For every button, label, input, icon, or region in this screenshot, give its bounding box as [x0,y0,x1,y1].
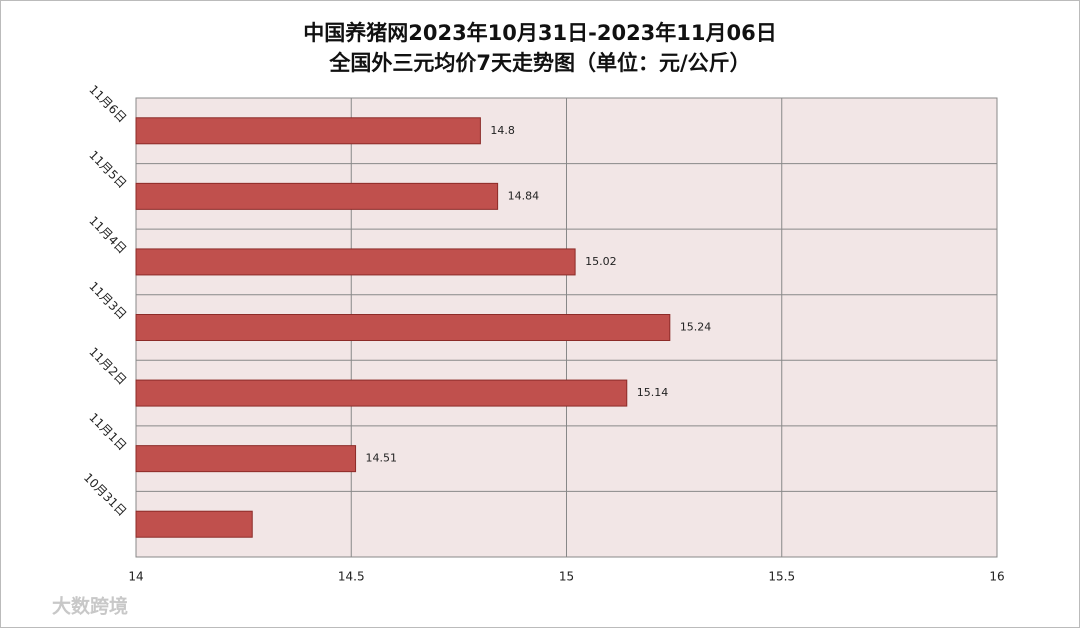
bar [135,379,628,407]
bar [135,510,253,538]
bar [135,445,357,473]
value-label: 15.02 [585,255,617,268]
x-tick-label: 14.5 [338,570,365,584]
x-tick-label: 14 [128,570,143,584]
value-label: 15.14 [637,386,669,399]
x-tick-label: 15.5 [768,570,795,584]
watermark: 大数跨境 [52,595,128,618]
chart-title: 中国养猪网2023年10月31日-2023年11月06日 [303,21,777,45]
bar [135,117,481,145]
bar [135,182,499,210]
x-tick-label: 15 [559,570,574,584]
value-label: 14.8 [490,124,515,137]
value-label: 14.51 [366,452,398,465]
chart-subtitle: 全国外三元均价7天走势图（单位：元/公斤） [328,51,750,75]
value-label: 15.24 [680,321,712,334]
value-label: 14.84 [508,189,540,202]
bar [135,248,576,276]
bar [135,314,671,341]
x-tick-label: 16 [989,570,1004,584]
